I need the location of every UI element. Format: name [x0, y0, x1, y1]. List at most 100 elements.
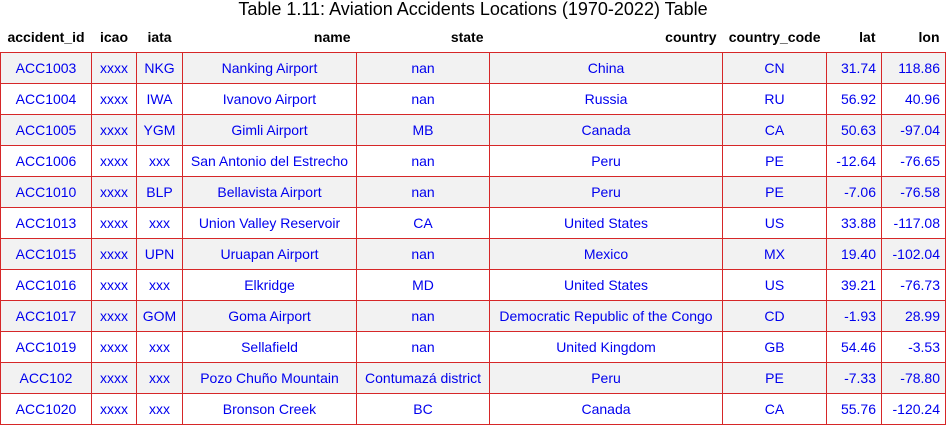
cell-accident-id: ACC1020	[0, 393, 92, 425]
table-row: ACC1006 xxxx xxx San Antonio del Estrecho na…	[0, 145, 946, 177]
cell-name: Union Valley Reservoir	[182, 207, 357, 239]
cell-accident-id: ACC1016	[0, 269, 92, 301]
cell-icao: xxxx	[91, 269, 137, 301]
cell-state: MB	[356, 114, 490, 146]
cell-lat: 50.63	[826, 114, 882, 146]
table-row: ACC1013 xxxx xxx Union Valley Reservoir CA Un…	[0, 207, 946, 239]
column-header-accident-id: accident_id	[0, 22, 92, 53]
table-row: ACC1004 xxxx IWA Ivanovo Airport nan Russia RU…	[0, 83, 946, 115]
cell-iata: BLP	[136, 176, 183, 208]
table-title: Table 1.11: Aviation Accidents Locations…	[238, 0, 708, 19]
column-header-icao: icao	[91, 22, 137, 53]
cell-lat: 19.40	[826, 238, 882, 270]
cell-icao: xxxx	[91, 238, 137, 270]
cell-accident-id: ACC1010	[0, 176, 92, 208]
accidents-table: accident_id icao iata name state country…	[0, 22, 946, 425]
cell-country: China	[489, 52, 723, 84]
cell-iata: UPN	[136, 238, 183, 270]
cell-lon: -76.58	[881, 176, 946, 208]
cell-lon: -97.04	[881, 114, 946, 146]
cell-lat: -12.64	[826, 145, 882, 177]
cell-icao: xxxx	[91, 207, 137, 239]
cell-country-code: MX	[722, 238, 827, 270]
cell-name: Pozo Chuño Mountain	[182, 362, 357, 394]
cell-name: San Antonio del Estrecho	[182, 145, 357, 177]
cell-icao: xxxx	[91, 176, 137, 208]
cell-iata: IWA	[136, 83, 183, 115]
cell-country: Democratic Republic of the Congo	[489, 300, 723, 332]
cell-lon: -102.04	[881, 238, 946, 270]
cell-lon: -76.65	[881, 145, 946, 177]
column-header-state: state	[356, 22, 490, 53]
cell-accident-id: ACC102	[0, 362, 92, 394]
cell-country-code: GB	[722, 331, 827, 363]
cell-state: nan	[356, 145, 490, 177]
cell-state: BC	[356, 393, 490, 425]
cell-country-code: PE	[722, 362, 827, 394]
table-row: ACC1017 xxxx GOM Goma Airport nan Democratic …	[0, 300, 946, 332]
cell-name: Sellafield	[182, 331, 357, 363]
cell-lat: -1.93	[826, 300, 882, 332]
cell-country: Canada	[489, 393, 723, 425]
cell-country: Peru	[489, 362, 723, 394]
cell-state: nan	[356, 52, 490, 84]
cell-accident-id: ACC1006	[0, 145, 92, 177]
cell-icao: xxxx	[91, 362, 137, 394]
cell-country: Peru	[489, 145, 723, 177]
cell-country-code: CA	[722, 393, 827, 425]
cell-accident-id: ACC1017	[0, 300, 92, 332]
cell-lat: 39.21	[826, 269, 882, 301]
cell-country-code: CN	[722, 52, 827, 84]
cell-accident-id: ACC1003	[0, 52, 92, 84]
cell-country-code: CD	[722, 300, 827, 332]
cell-icao: xxxx	[91, 300, 137, 332]
cell-state: nan	[356, 238, 490, 270]
cell-iata: xxx	[136, 362, 183, 394]
table-body: ACC1003 xxxx NKG Nanking Airport nan China CN 3…	[0, 52, 946, 425]
cell-state: Contumazá district	[356, 362, 490, 394]
cell-iata: YGM	[136, 114, 183, 146]
cell-lat: -7.06	[826, 176, 882, 208]
cell-country-code: CA	[722, 114, 827, 146]
cell-state: nan	[356, 331, 490, 363]
table-row: ACC1020 xxxx xxx Bronson Creek BC Canada CA 55.…	[0, 393, 946, 425]
cell-accident-id: ACC1004	[0, 83, 92, 115]
cell-lat: 33.88	[826, 207, 882, 239]
cell-icao: xxxx	[91, 145, 137, 177]
column-header-country-code: country_code	[722, 22, 827, 53]
cell-name: Ivanovo Airport	[182, 83, 357, 115]
cell-name: Bellavista Airport	[182, 176, 357, 208]
column-header-country: country	[489, 22, 723, 53]
table-row: ACC1019 xxxx xxx Sellafield nan United Kingdo…	[0, 331, 946, 363]
cell-country-code: US	[722, 269, 827, 301]
cell-name: Goma Airport	[182, 300, 357, 332]
cell-state: nan	[356, 176, 490, 208]
cell-state: CA	[356, 207, 490, 239]
cell-iata: xxx	[136, 207, 183, 239]
cell-iata: xxx	[136, 393, 183, 425]
cell-accident-id: ACC1019	[0, 331, 92, 363]
cell-iata: NKG	[136, 52, 183, 84]
cell-lat: -7.33	[826, 362, 882, 394]
cell-country-code: PE	[722, 145, 827, 177]
cell-icao: xxxx	[91, 83, 137, 115]
cell-lon: -3.53	[881, 331, 946, 363]
cell-name: Bronson Creek	[182, 393, 357, 425]
cell-country: Russia	[489, 83, 723, 115]
cell-icao: xxxx	[91, 52, 137, 84]
cell-iata: xxx	[136, 145, 183, 177]
cell-country: Canada	[489, 114, 723, 146]
cell-accident-id: ACC1013	[0, 207, 92, 239]
cell-state: MD	[356, 269, 490, 301]
table-header-row: accident_id icao iata name state country…	[0, 22, 946, 53]
cell-lat: 54.46	[826, 331, 882, 363]
cell-lon: -117.08	[881, 207, 946, 239]
cell-lon: 118.86	[881, 52, 946, 84]
table-row: ACC1003 xxxx NKG Nanking Airport nan China CN 3…	[0, 52, 946, 84]
cell-country: United States	[489, 207, 723, 239]
column-header-name: name	[182, 22, 357, 53]
cell-state: nan	[356, 83, 490, 115]
cell-lat: 55.76	[826, 393, 882, 425]
cell-lat: 56.92	[826, 83, 882, 115]
cell-iata: xxx	[136, 269, 183, 301]
